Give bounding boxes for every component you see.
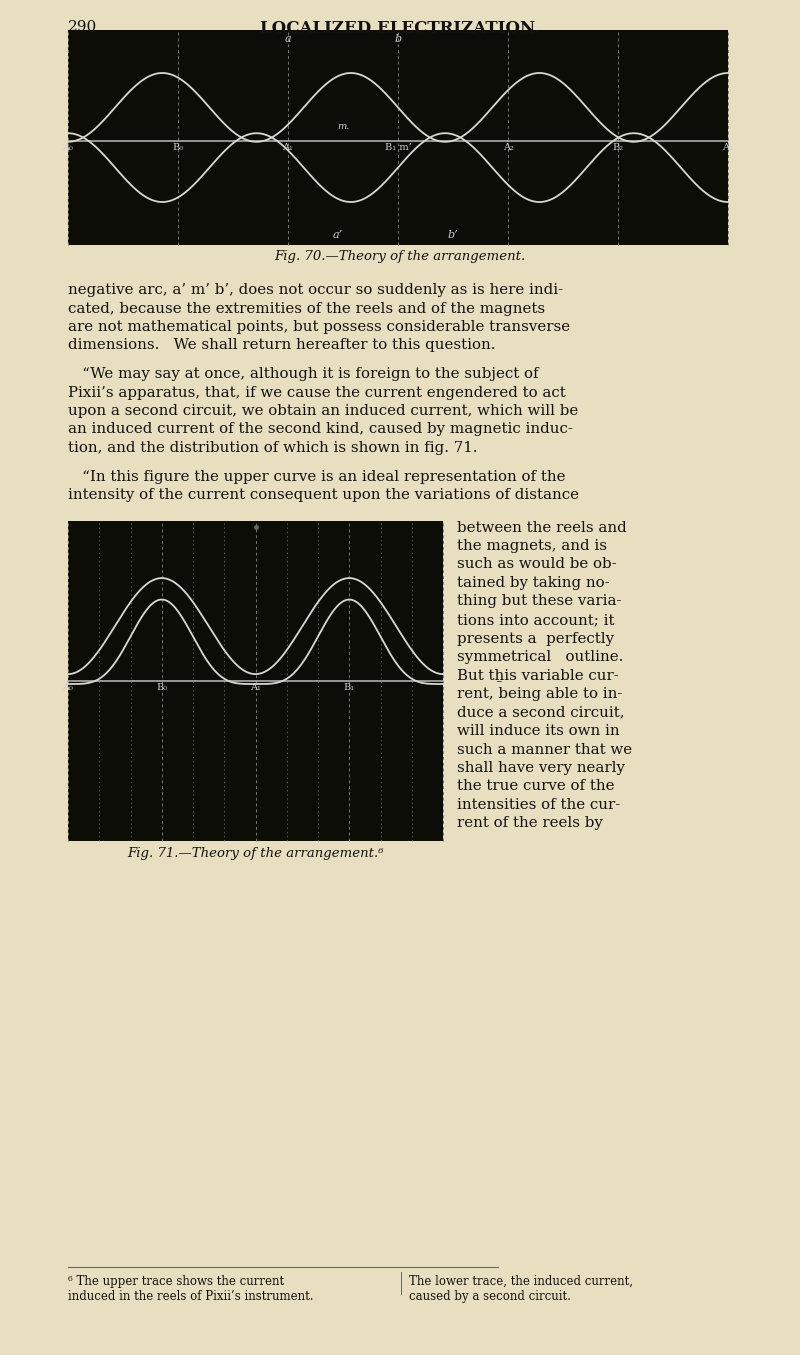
Text: Pixii’s apparatus, that, if we cause the current engendered to act: Pixii’s apparatus, that, if we cause the… xyxy=(68,386,566,400)
Text: 290: 290 xyxy=(68,20,98,34)
Text: B₁: B₁ xyxy=(344,683,355,691)
Text: Fig. 71.—Theory of the arrangement.⁶: Fig. 71.—Theory of the arrangement.⁶ xyxy=(127,847,384,859)
Text: ⁶ The upper trace shows the current: ⁶ The upper trace shows the current xyxy=(68,1275,284,1289)
Text: tions into account; it: tions into account; it xyxy=(457,612,614,627)
Text: Fig. 70.—Theory of the arrangement.: Fig. 70.—Theory of the arrangement. xyxy=(274,251,526,263)
Text: the true curve of the: the true curve of the xyxy=(457,779,614,794)
Text: A₂: A₂ xyxy=(502,142,514,152)
Text: “We may say at once, although it is foreign to the subject of: “We may say at once, although it is fore… xyxy=(68,367,538,381)
Text: negative arc, a’ m’ b’, does not occur so suddenly as is here indi-: negative arc, a’ m’ b’, does not occur s… xyxy=(68,283,563,297)
Text: thing but these varia-: thing but these varia- xyxy=(457,595,622,608)
Text: tained by taking no-: tained by taking no- xyxy=(457,576,610,589)
Text: induced in the reels of Pixii’s instrument.: induced in the reels of Pixii’s instrume… xyxy=(68,1290,314,1304)
Bar xyxy=(68,520,443,840)
Text: symmetrical   outline.: symmetrical outline. xyxy=(457,650,623,664)
Text: B₁ m’: B₁ m’ xyxy=(385,142,411,152)
Text: will induce its own in: will induce its own in xyxy=(457,724,620,738)
Text: caused by a second circuit.: caused by a second circuit. xyxy=(409,1290,571,1304)
Text: between the reels and: between the reels and xyxy=(457,520,626,534)
Text: are not mathematical points, but possess considerable transverse: are not mathematical points, but possess… xyxy=(68,320,570,333)
Text: dimensions.   We shall return hereafter to this question.: dimensions. We shall return hereafter to… xyxy=(68,339,495,352)
Text: B₀: B₀ xyxy=(173,142,183,152)
Text: B₂: B₂ xyxy=(613,142,623,152)
Text: duce a second circuit,: duce a second circuit, xyxy=(457,706,625,720)
Bar xyxy=(68,30,728,245)
Text: But tẖis variable cur-: But tẖis variable cur- xyxy=(457,668,618,683)
Text: an induced current of the second kind, caused by magnetic induc-: an induced current of the second kind, c… xyxy=(68,423,573,436)
Text: A₀: A₀ xyxy=(62,142,74,152)
Text: intensity of the current consequent upon the variations of distance: intensity of the current consequent upon… xyxy=(68,488,579,501)
Text: The lower trace, the induced current,: The lower trace, the induced current, xyxy=(409,1275,633,1289)
Text: LOCALIZED ELECTRIZATION.: LOCALIZED ELECTRIZATION. xyxy=(260,20,540,37)
Text: “In this figure the upper curve is an ideal representation of the: “In this figure the upper curve is an id… xyxy=(68,469,566,484)
Text: intensities of the cur-: intensities of the cur- xyxy=(457,798,620,812)
Text: A₁: A₁ xyxy=(250,683,261,691)
Text: tion, and the distribution of which is shown in fig. 71.: tion, and the distribution of which is s… xyxy=(68,440,478,455)
Text: m.: m. xyxy=(337,122,349,130)
Text: A₁: A₁ xyxy=(282,142,294,152)
Text: upon a second circuit, we obtain an induced current, which will be: upon a second circuit, we obtain an indu… xyxy=(68,404,578,417)
Text: B₀: B₀ xyxy=(156,683,167,691)
Text: a: a xyxy=(285,34,291,43)
Text: A₀: A₀ xyxy=(62,683,74,691)
Text: such a manner that we: such a manner that we xyxy=(457,743,632,756)
Text: shall have very nearly: shall have very nearly xyxy=(457,762,625,775)
Text: rent, being able to in-: rent, being able to in- xyxy=(457,687,622,701)
Text: the magnets, and is: the magnets, and is xyxy=(457,539,607,553)
Text: b’: b’ xyxy=(448,230,458,240)
Text: rent of the reels by: rent of the reels by xyxy=(457,817,603,831)
Text: presents a  perfectly: presents a perfectly xyxy=(457,631,614,645)
Text: A₃: A₃ xyxy=(722,142,734,152)
Text: b: b xyxy=(394,34,402,43)
Text: a’: a’ xyxy=(333,230,343,240)
Text: cated, because the extremities of the reels and of the magnets: cated, because the extremities of the re… xyxy=(68,302,545,316)
Text: such as would be ob-: such as would be ob- xyxy=(457,557,617,572)
